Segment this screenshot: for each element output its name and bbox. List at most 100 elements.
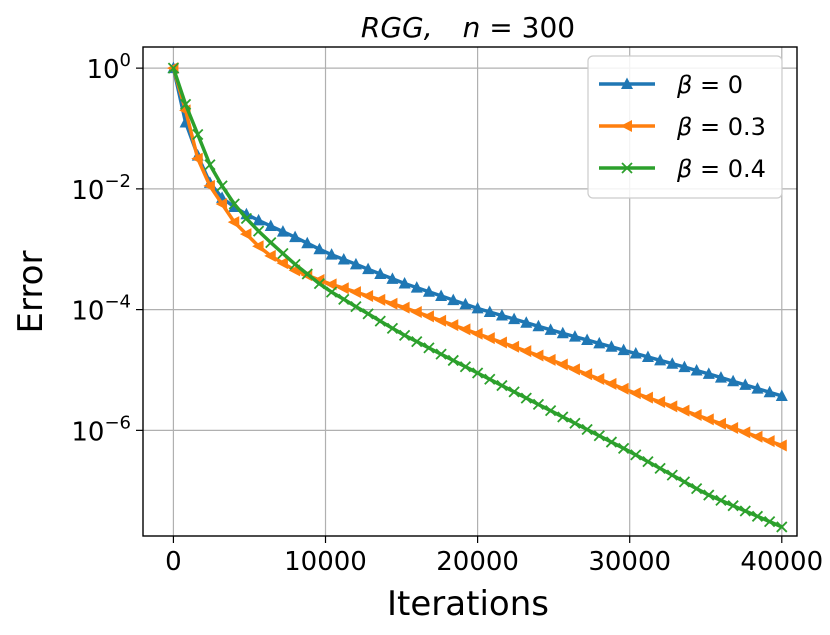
plot-series: [166, 61, 788, 533]
title-n-part: n = 300: [463, 11, 575, 44]
data-point: [337, 282, 349, 295]
data-point: [557, 411, 569, 423]
data-point: [179, 98, 192, 110]
data-point: [677, 404, 690, 417]
data-point: [373, 293, 386, 306]
data-point: [556, 326, 569, 339]
data-point: [398, 329, 411, 341]
data-point: [605, 340, 618, 352]
chart-title: RGG, n = 300: [361, 11, 575, 44]
data-point: [727, 374, 740, 387]
data-point: [362, 262, 375, 275]
legend-value: = 0: [692, 71, 743, 99]
data-point: [751, 382, 764, 394]
data-point: [617, 442, 630, 454]
data-point: [666, 469, 678, 481]
data-point: [690, 363, 703, 376]
x-tick-label: 40000: [740, 547, 823, 577]
y-tick-label: 10−6: [71, 412, 131, 447]
data-point: [508, 386, 520, 398]
legend-marker: [621, 162, 633, 174]
data-point: [690, 483, 703, 495]
y-tick-base: 10: [71, 176, 104, 206]
y-tick-label: 10−4: [71, 292, 131, 327]
data-point: [703, 489, 715, 501]
data-point: [763, 385, 776, 398]
data-point: [289, 230, 302, 243]
data-point: [653, 395, 666, 408]
data-point: [411, 335, 423, 348]
data-point: [726, 422, 739, 435]
data-point: [592, 373, 605, 386]
data-point: [495, 309, 508, 321]
data-point: [641, 391, 653, 404]
data-point: [203, 179, 215, 192]
data-point: [252, 225, 265, 237]
data-point: [277, 247, 289, 260]
data-point: [459, 297, 472, 310]
data-point: [531, 349, 544, 362]
data-point: [471, 327, 483, 340]
series-1: [166, 62, 787, 452]
data-point: [301, 268, 313, 280]
data-point: [361, 289, 374, 302]
data-point: [775, 389, 788, 401]
data-point: [422, 285, 435, 297]
data-point: [337, 253, 350, 265]
data-point: [654, 462, 666, 475]
data-point: [325, 286, 338, 298]
data-point: [447, 354, 459, 367]
data-point: [435, 348, 447, 360]
data-point: [483, 332, 495, 345]
data-point: [447, 293, 460, 306]
title-graph-name: RGG,: [361, 11, 433, 44]
data-point: [532, 319, 545, 332]
series-2: [167, 62, 788, 533]
data-point: [556, 358, 568, 371]
y-tick-label: 10−2: [71, 171, 131, 206]
plot-frame: [142, 46, 798, 537]
data-point: [617, 382, 629, 395]
data-point: [313, 278, 326, 290]
data-point: [702, 413, 714, 426]
y-tick-label: 100: [86, 50, 131, 85]
data-point: [520, 392, 532, 404]
data-point: [495, 336, 507, 349]
data-point: [593, 336, 606, 349]
data-point: [484, 373, 496, 385]
legend-marker: [621, 77, 633, 89]
legend-label: β = 0: [676, 71, 743, 99]
data-point: [422, 310, 434, 323]
data-point: [629, 347, 642, 359]
data-point: [508, 312, 521, 325]
data-point: [775, 439, 787, 452]
legend-box: [587, 55, 783, 199]
data-point: [738, 426, 751, 439]
data-point: [568, 330, 581, 342]
data-point: [458, 323, 471, 336]
data-point: [581, 333, 594, 346]
data-point: [702, 367, 715, 379]
legend: β = 0β = 0.3β = 0.4: [587, 55, 783, 199]
data-point: [410, 281, 423, 293]
data-point: [385, 297, 398, 310]
data-point: [678, 476, 691, 488]
y-axis-ticks: 100 10−2 10−4 10−6: [71, 50, 143, 447]
y-axis-label: Error: [11, 251, 51, 334]
data-point: [423, 342, 435, 354]
data-point: [252, 240, 264, 253]
data-point: [227, 216, 240, 229]
data-point: [496, 379, 508, 392]
data-point: [398, 276, 411, 289]
data-point: [727, 500, 739, 512]
data-point: [191, 152, 203, 165]
data-point: [665, 400, 678, 413]
x-tick-label: 20000: [436, 547, 519, 577]
x-axis-label: Iterations: [387, 584, 549, 624]
data-point: [386, 322, 399, 334]
data-point: [642, 455, 654, 468]
x-axis-ticks: 0 10000 20000 30000 40000: [165, 536, 823, 577]
data-point: [264, 249, 276, 262]
data-point: [471, 301, 484, 314]
data-point: [776, 521, 788, 533]
